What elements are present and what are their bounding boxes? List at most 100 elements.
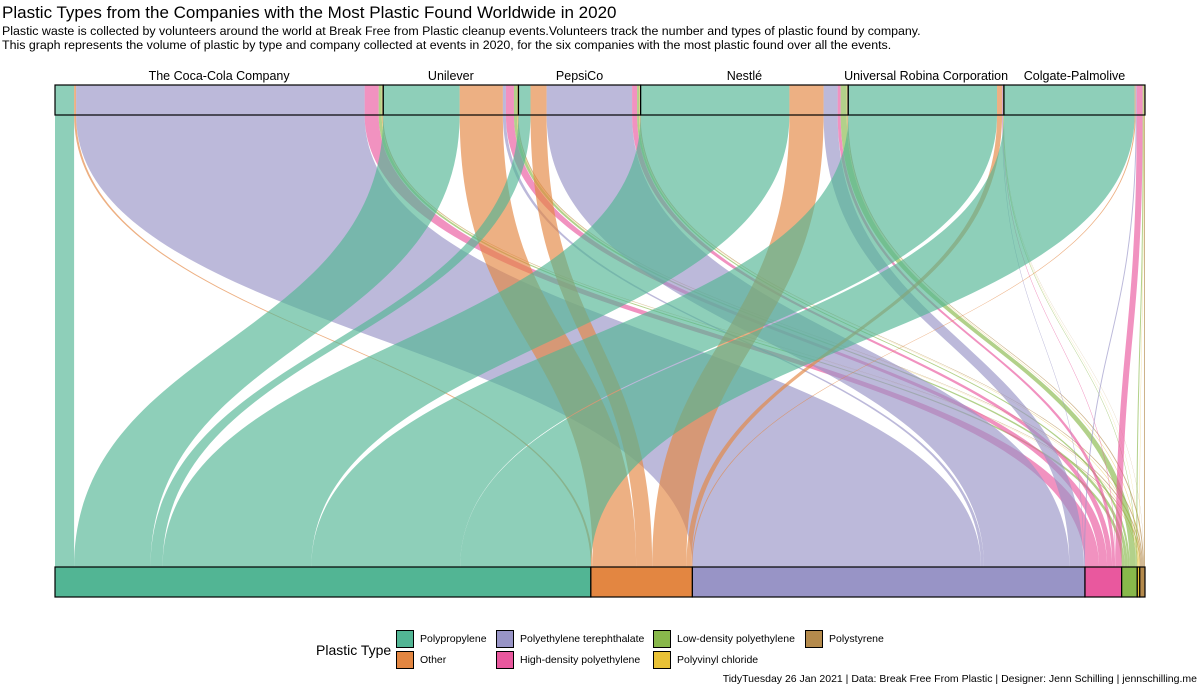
legend-swatch-polystyrene (805, 630, 823, 648)
flow-unilever-polypropylene (74, 115, 460, 567)
flow-colgate-palmolive-other (691, 115, 1136, 567)
top-block-unilever-polyvinyl-chloride (516, 85, 518, 115)
company-stratum-colgate-palmolive (1003, 84, 1146, 116)
top-block-the-coca-cola-company-low-density-polyethylene (378, 85, 382, 115)
top-block-nestl-high-density-polyethylene (837, 85, 841, 115)
type-stratum-low-density-polyethylene (1121, 566, 1138, 598)
flow-universal-robina-corporation-polystyrene (1003, 115, 1144, 567)
top-block-nestl-polyethylene-terephthalate (823, 85, 838, 115)
type-stratum-high-density-polyethylene (1084, 566, 1123, 598)
legend-label-polystyrene: Polystyrene (829, 633, 884, 645)
company-label-universal-robina-corporation: Universal Robina Corporation (844, 69, 1008, 83)
flow-pepsico-high-density-polyethylene (632, 115, 1113, 567)
company-label-colgate-palmolive: Colgate-Palmolive (1024, 69, 1125, 83)
flow-colgate-palmolive-low-density-polyethylene (1136, 115, 1144, 567)
legend-swatch-pet (496, 630, 514, 648)
company-label-nestl: Nestlé (727, 69, 762, 83)
top-block-colgate-palmolive-high-density-polyethylene (1136, 85, 1143, 115)
type-stratum-polyethylene-terephthalate (691, 566, 1086, 598)
legend-item-other: Other (396, 651, 446, 669)
flow-the-coca-cola-company-other (74, 115, 593, 567)
legend-label-pvc: Polyvinyl chloride (677, 654, 759, 666)
legend-swatch-hdpe (496, 651, 514, 669)
top-block-colgate-palmolive-low-density-polyethylene (1142, 85, 1144, 115)
company-label-pepsico: PepsiCo (556, 69, 603, 83)
top-block-pepsico-polyvinyl-chloride (639, 85, 640, 115)
flow-colgate-palmolive-polyvinyl-chloride (1139, 115, 1144, 567)
flow-nestl-polypropylene (162, 115, 790, 567)
top-block-the-coca-cola-company-polyethylene-terephthalate (76, 85, 365, 115)
top-block-the-coca-cola-company-high-density-polyethylene (364, 85, 379, 115)
flow-pepsico-polyvinyl-chloride (639, 115, 1139, 567)
legend-label-ldpe: Low-density polyethylene (677, 633, 795, 645)
top-block-pepsico-polyethylene-terephthalate (546, 85, 633, 115)
company-axis (54, 84, 1146, 116)
flow-colgate-palmolive-polystyrene (1143, 115, 1145, 567)
top-block-pepsico-low-density-polyethylene (637, 85, 640, 115)
legend-title: Plastic Type (316, 642, 392, 658)
top-block-colgate-palmolive-polypropylene (1003, 85, 1135, 115)
flow-the-coca-cola-company-polypropylene (55, 115, 75, 567)
top-block-pepsico-polypropylene (518, 85, 531, 115)
legend-item-pvc: Polyvinyl chloride (653, 651, 758, 669)
top-block-the-coca-cola-company-polyvinyl-chloride (381, 85, 383, 115)
flow-pepsico-polypropylene (150, 115, 531, 567)
flow-pepsico-low-density-polyethylene (637, 115, 1130, 567)
top-block-pepsico-high-density-polyethylene (632, 85, 638, 115)
top-block-unilever-low-density-polyethylene (513, 85, 517, 115)
type-stratum-polystyrene (1139, 566, 1146, 598)
flow-colgate-palmolive-polyethylene-terephthalate (1083, 115, 1137, 567)
legend-label-hdpe: High-density polyethylene (520, 654, 641, 666)
flow-nestl-low-density-polyethylene (840, 115, 1136, 567)
top-block-universal-robina-corporation-other (997, 85, 1003, 115)
top-block-nestl-polyvinyl-chloride (846, 85, 848, 115)
top-block-nestl-other (789, 85, 824, 115)
flow-colgate-palmolive-polypropylene (460, 115, 1135, 567)
flow-universal-robina-corporation-polypropylene (311, 115, 998, 567)
flow-nestl-polystyrene (847, 115, 1144, 567)
legend-item-polypropylene: Polypropylene (396, 630, 487, 648)
company-label-layer: The Coca-Cola Company Unilever PepsiCo Nest… (149, 69, 1126, 83)
chart-subtitle-line-2: This graph represents the volume of plas… (2, 38, 892, 52)
top-block-universal-robina-corporation-high-density-polyethylene (1002, 85, 1004, 115)
flow-layer (55, 115, 1145, 567)
top-block-pepsico-other (530, 85, 547, 115)
flow-universal-robina-corporation-polyethylene-terephthalate (1002, 115, 1084, 567)
top-block-unilever-polypropylene (383, 85, 460, 115)
legend-item-hdpe: High-density polyethylene (496, 651, 640, 669)
legend-label-polypropylene: Polypropylene (420, 633, 487, 645)
top-block-the-coca-cola-company-other (74, 85, 77, 115)
legend-item-pet: Polyethylene terephthalate (496, 630, 644, 648)
company-label-unilever: Unilever (428, 69, 474, 83)
chart-caption: TidyTuesday 26 Jan 2021 | Data: Break Fr… (722, 673, 1197, 685)
flow-nestl-polyethylene-terephthalate (823, 115, 1084, 567)
legend-item-ldpe: Low-density polyethylene (653, 630, 795, 648)
company-label-the-coca-cola-company: The Coca-Cola Company (149, 69, 291, 83)
flow-nestl-high-density-polyethylene (837, 115, 1116, 567)
flow-universal-robina-corporation-polyvinyl-chloride (1003, 115, 1140, 567)
flow-colgate-palmolive-high-density-polyethylene (1115, 115, 1143, 567)
legend-label-pet: Polyethylene terephthalate (520, 633, 645, 645)
top-block-universal-robina-corporation-polypropylene (848, 85, 998, 115)
type-stratum-polypropylene (54, 566, 592, 598)
top-block-nestl-polypropylene (640, 85, 790, 115)
top-block-the-coca-cola-company-polypropylene (55, 85, 75, 115)
plastic-type-axis (54, 566, 1146, 598)
top-block-universal-robina-corporation-low-density-polyethylene (1003, 85, 1004, 115)
top-block-colgate-palmolive-polyethylene-terephthalate (1135, 85, 1137, 115)
type-stratum-other (590, 566, 693, 598)
flow-universal-robina-corporation-low-density-polyethylene (1003, 115, 1137, 567)
legend-item-polystyrene: Polystyrene (805, 630, 884, 648)
top-block-unilever-polyethylene-terephthalate (502, 85, 506, 115)
chart-subtitle-line-1: Plastic waste is collected by volunteers… (2, 24, 921, 38)
top-block-nestl-low-density-polyethylene (840, 85, 847, 115)
chart-title: Plastic Types from the Companies with th… (2, 3, 617, 22)
flow-pepsico-polystyrene (639, 115, 1143, 567)
legend-swatch-ldpe (653, 630, 671, 648)
legend-label-other: Other (420, 654, 447, 666)
top-block-unilever-high-density-polyethylene (505, 85, 514, 115)
top-block-unilever-other (459, 85, 503, 115)
top-block-universal-robina-corporation-polyethylene-terephthalate (1002, 85, 1003, 115)
legend-swatch-pvc (653, 651, 671, 669)
